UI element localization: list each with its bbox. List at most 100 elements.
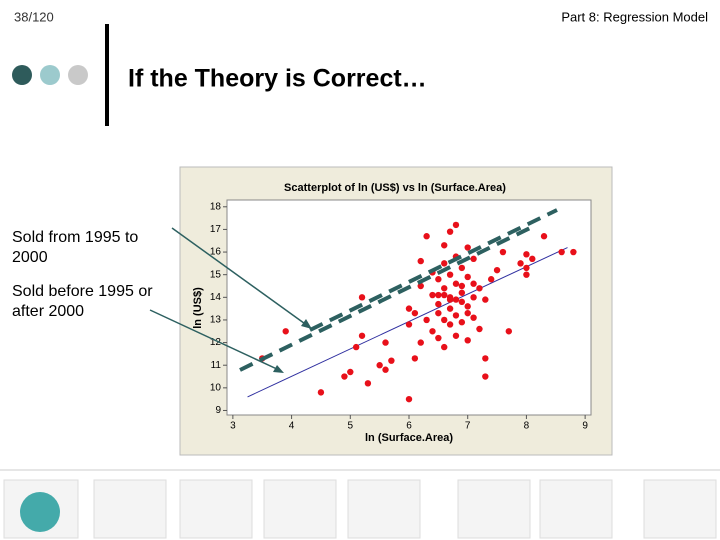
note: Sold before 1995 or after 2000	[12, 283, 153, 320]
x-axis-label: ln (Surface.Area)	[365, 432, 453, 444]
point	[446, 296, 454, 303]
y-tick-label: 16	[210, 247, 222, 258]
point	[446, 305, 454, 312]
point	[382, 366, 389, 373]
y-tick-label: 11	[211, 360, 222, 371]
x-tick-label: 4	[289, 421, 295, 432]
thumbnail	[263, 479, 337, 539]
point	[441, 242, 448, 249]
point	[341, 373, 348, 380]
slide-title: If the Theory is Correct…	[128, 65, 427, 93]
point	[388, 357, 395, 364]
decor-dot	[68, 65, 88, 85]
point	[364, 380, 372, 387]
thumbnail	[347, 479, 421, 539]
point	[482, 355, 489, 362]
point	[540, 233, 548, 240]
point	[358, 332, 366, 339]
point	[458, 282, 466, 290]
point	[458, 319, 466, 326]
point	[570, 248, 577, 256]
point	[499, 248, 507, 256]
arrowhead	[273, 365, 284, 373]
point	[282, 328, 289, 335]
point	[464, 303, 471, 310]
decor-dot	[12, 65, 32, 85]
point	[482, 373, 489, 380]
x-tick-label: 5	[348, 421, 354, 432]
point	[487, 276, 495, 283]
point	[347, 368, 354, 376]
dashed-band	[239, 226, 531, 372]
thumbnail	[457, 479, 531, 539]
y-tick-label: 14	[210, 292, 222, 303]
point	[464, 273, 471, 281]
arrow	[149, 309, 280, 371]
point	[482, 296, 489, 303]
point	[352, 343, 360, 351]
point	[423, 233, 430, 240]
point	[411, 309, 419, 317]
point	[458, 264, 466, 272]
x-tick-label: 3	[230, 421, 236, 432]
point	[523, 264, 530, 272]
point	[517, 260, 524, 267]
point	[452, 280, 460, 287]
point	[493, 266, 501, 274]
point	[405, 305, 413, 312]
point	[376, 362, 383, 369]
annotations	[149, 208, 558, 373]
chart-title: Scatterplot of ln (US$) vs ln (Surface.A…	[284, 182, 506, 194]
thumbnail	[539, 479, 613, 539]
point	[458, 289, 466, 296]
point	[435, 276, 442, 283]
point	[441, 291, 448, 299]
point	[464, 244, 471, 251]
x-tick-label: 7	[465, 421, 471, 432]
point	[435, 334, 442, 342]
point	[558, 248, 565, 256]
thumbnail	[643, 479, 717, 539]
point	[429, 328, 436, 335]
point	[452, 332, 460, 339]
point	[458, 298, 466, 306]
thumbnail	[179, 479, 253, 539]
point	[411, 355, 419, 362]
y-tick-label: 13	[210, 315, 222, 326]
y-tick-label: 17	[210, 224, 222, 235]
point	[470, 294, 477, 301]
x-tick-label: 9	[582, 421, 588, 432]
point	[435, 300, 442, 308]
point	[452, 221, 460, 229]
thumbnail-icon	[20, 492, 60, 532]
plot: 3 4 5 6 7 8 9 9 10 11 12 13 14 15 16 17 18	[210, 201, 588, 431]
point	[470, 314, 477, 321]
point	[529, 255, 536, 263]
arrowhead	[301, 319, 312, 329]
point	[505, 328, 513, 335]
section-label: Part 8: Regression Model	[561, 9, 708, 24]
point	[317, 389, 325, 396]
x-tick-label: 6	[406, 421, 412, 432]
point	[405, 395, 413, 403]
thumbnail	[93, 479, 167, 539]
y-tick-label: 15	[210, 269, 222, 280]
y-tick-label: 12	[210, 337, 222, 348]
page-number: 38/120	[14, 9, 54, 24]
point	[523, 251, 530, 258]
decor-dot	[40, 65, 60, 85]
point	[382, 339, 389, 346]
x-tick-label: 8	[524, 421, 530, 432]
point	[417, 339, 424, 346]
point	[446, 271, 454, 278]
point	[476, 285, 483, 292]
point	[470, 280, 477, 287]
point	[464, 309, 471, 317]
dashed-band	[309, 208, 558, 332]
point	[446, 228, 454, 235]
point	[358, 294, 366, 301]
point	[405, 321, 413, 328]
point	[417, 257, 424, 265]
point	[435, 309, 442, 317]
